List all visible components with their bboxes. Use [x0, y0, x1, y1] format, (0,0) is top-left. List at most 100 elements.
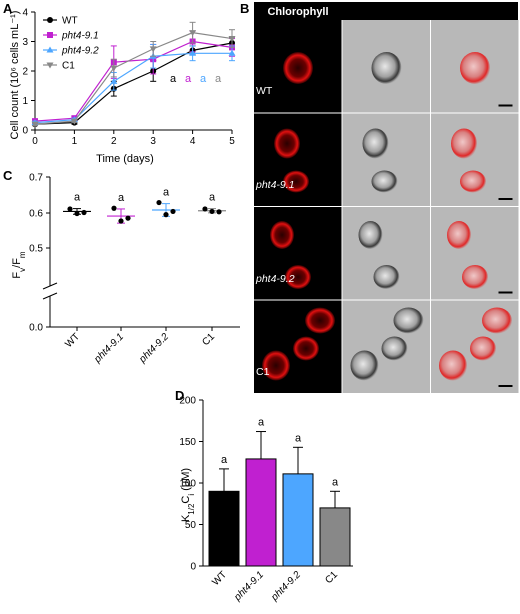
panel-d-x-tick-label: WT [210, 569, 229, 588]
cell-image [482, 307, 512, 334]
significance-letter: a [74, 192, 81, 204]
data-point-triangle [228, 49, 236, 56]
significance-letter: a [209, 192, 216, 204]
data-point-triangle-down [110, 65, 118, 72]
row-label-pht4-9-2: pht4-9.2 [255, 273, 295, 285]
panel-a-y-tick-label: 4 [22, 8, 28, 19]
panel-label-a: A [3, 1, 13, 16]
data-point [156, 199, 162, 206]
data-point [118, 218, 124, 224]
panel-c-y-tick-label: 0.7 [29, 173, 43, 184]
data-point [170, 208, 176, 215]
cell-image [274, 128, 300, 159]
axis-break-mark [42, 282, 58, 290]
column-header-composite: Composite [444, 6, 501, 18]
cell-image [305, 307, 335, 334]
panel-b-microscopy-grid: Chlorophyll Bright Composite WT pht4-9.1… [254, 2, 519, 393]
panel-label-b: B [240, 1, 249, 16]
cell-image [451, 128, 477, 159]
panel-d-y-tick-label: 50 [185, 520, 197, 531]
cell-image [270, 221, 294, 249]
panel-c-x-tick-label: WT [63, 331, 82, 350]
cell-image [460, 52, 490, 84]
data-point-triangle-down [149, 46, 157, 53]
cell-image [283, 170, 309, 193]
panel-d-y-tick-label: 150 [179, 437, 196, 448]
legend-entry: pht4-9.1 [61, 31, 99, 42]
significance-letter: a [295, 432, 302, 444]
data-point [67, 206, 73, 212]
significance-letter: a [215, 73, 222, 85]
panel-a-y-tick-label: 1 [22, 96, 28, 107]
significance-letter: a [163, 187, 170, 199]
panel-c-y-tick-label: 0.5 [29, 244, 43, 255]
cell-image [358, 221, 383, 249]
panel-c-y-tick-label: 0.6 [29, 209, 43, 220]
column-header-bright: Bright [369, 6, 402, 18]
data-point-circle [47, 17, 53, 23]
data-point [81, 209, 87, 216]
data-point-triangle-down [228, 36, 236, 43]
bar [319, 507, 351, 567]
data-point [74, 210, 80, 217]
panel-c-x-tick-label: pht4-9.1 [92, 331, 126, 365]
panel-a-line-chart: Cell count (10⁶ cells mL⁻¹) Time (days) … [9, 8, 236, 165]
bar [282, 473, 314, 567]
significance-letter: a [221, 454, 228, 466]
series-line [34, 42, 233, 125]
panel-c-x-tick-label: C1 [200, 331, 217, 348]
significance-letter: a [200, 73, 207, 85]
panel-a-x-tick-label: 3 [150, 136, 156, 147]
cell-image [283, 52, 313, 84]
data-point [216, 209, 222, 215]
data-point-triangle-down [31, 121, 39, 128]
data-point-triangle [110, 77, 118, 84]
row-label-pht4-9-1: pht4-9.1 [255, 179, 295, 191]
panel-c-scatter-chart: Fv/Fm 0.0 0.5 0.6 0.7 WT pht4-9.1 pht4-9.2 C1 a… [11, 173, 240, 366]
series-line [34, 40, 233, 122]
panel-d-y-tick-label: 100 [179, 479, 196, 490]
panel-d-bar-chart: K1/2Ci (μM) 0 50 100 150 200 WT pht4-9.1 pht4-9… [179, 396, 353, 604]
series-line [34, 52, 232, 124]
data-point-triangle-down [70, 118, 78, 125]
cell-image [293, 336, 319, 361]
data-point-square [47, 32, 53, 38]
panel-d-y-axis-label: K1/2Ci (μM) [180, 468, 196, 522]
panel-label-d: D [175, 388, 184, 403]
cell-image [350, 350, 379, 381]
column-header-chlorophyll: Chlorophyll [267, 6, 328, 18]
significance-letter: a [258, 417, 265, 429]
significance-letter: a [170, 73, 177, 85]
microscopy-header-bar [254, 2, 518, 20]
bar [208, 490, 240, 567]
panel-a-x-tick-label: 2 [111, 136, 117, 147]
data-point [209, 208, 215, 215]
panel-a-x-axis-label: Time (days) [96, 153, 154, 165]
cell-image [470, 336, 496, 361]
legend-entry: C1 [62, 61, 75, 72]
cell-image [371, 52, 402, 84]
series-C1 [31, 21, 236, 128]
significance-letter: a [332, 476, 339, 488]
data-point-triangle-down [46, 62, 54, 69]
cell-image [362, 128, 389, 159]
legend-entry: pht4-9.2 [61, 46, 99, 57]
data-point [163, 212, 169, 218]
cell-image [460, 170, 486, 193]
panel-d-x-tick-label: C1 [323, 569, 340, 586]
panel-c-x-tick-label: pht4-9.2 [137, 331, 172, 366]
panel-c-y-tick-label: 0.0 [29, 323, 43, 334]
data-point-triangle-down [189, 30, 197, 37]
panel-a-y-tick-label: 0 [22, 126, 28, 137]
panel-a-y-tick-label: 3 [22, 37, 28, 48]
cell-image [393, 307, 424, 334]
axis-break-mark [42, 292, 58, 300]
cell-image [285, 265, 311, 289]
cell-image [447, 221, 471, 249]
significance-letter: a [185, 73, 192, 85]
cell-image [373, 265, 400, 289]
panel-d-y-tick-label: 0 [190, 562, 196, 573]
data-point [111, 205, 117, 211]
cell-image [262, 350, 290, 381]
